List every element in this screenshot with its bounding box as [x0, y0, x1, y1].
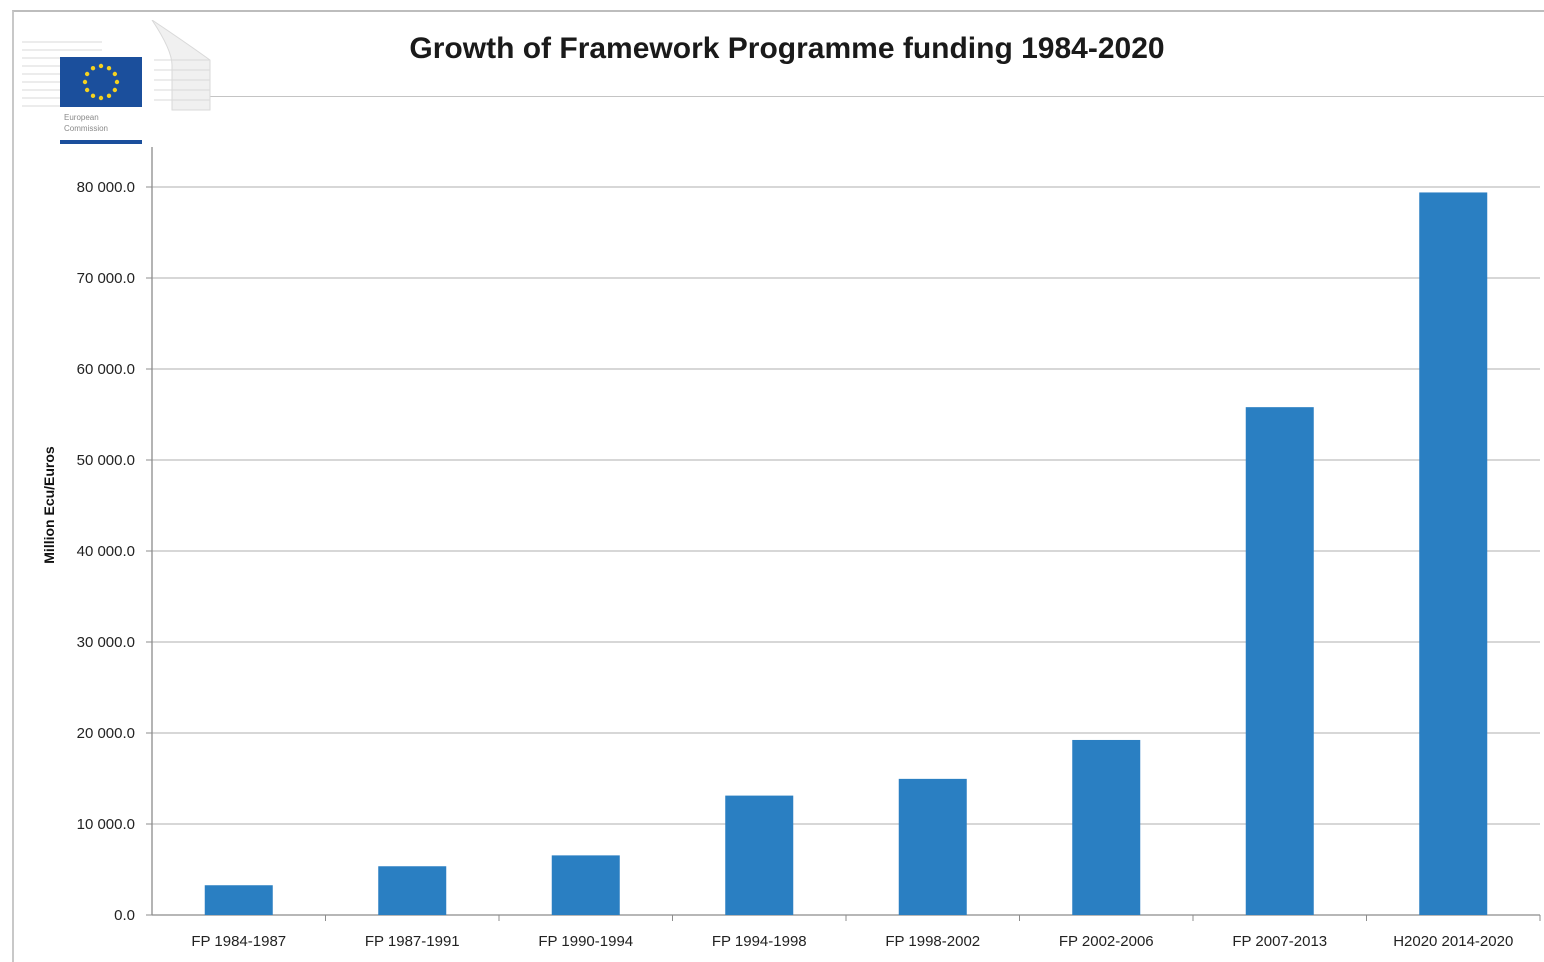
y-tick-label: 30 000.0	[77, 634, 135, 651]
star-icon	[106, 93, 112, 99]
gridlines	[152, 186, 1540, 825]
star-icon	[98, 63, 104, 69]
bar	[725, 795, 794, 915]
x-tick-label: FP 2007-2013	[1232, 933, 1327, 950]
slide-frame	[12, 10, 1544, 962]
y-tick-label: 80 000.0	[77, 179, 135, 196]
european-commission-logo: European Commission	[22, 20, 211, 144]
y-tick-label: 70 000.0	[77, 270, 135, 287]
star-icon	[84, 87, 90, 93]
y-tick-label: 20 000.0	[77, 725, 135, 742]
star-icon	[90, 93, 96, 99]
star-icon	[90, 65, 96, 71]
axes	[146, 147, 1541, 921]
star-icon	[82, 79, 88, 85]
y-tick-label: 40 000.0	[77, 543, 135, 560]
y-tick-label: 50 000.0	[77, 452, 135, 469]
header-divider	[210, 96, 1544, 97]
star-icon	[106, 65, 112, 71]
bar	[1419, 192, 1488, 915]
x-tick-label: FP 1998-2002	[885, 933, 980, 950]
eu-stars-icon	[82, 63, 120, 101]
star-icon	[84, 71, 90, 77]
bar	[551, 855, 620, 915]
x-tick-label: FP 1984-1987	[191, 933, 286, 950]
bar	[898, 778, 967, 915]
bar	[1072, 739, 1141, 915]
star-icon	[114, 79, 120, 85]
x-tick-labels: FP 1984-1987 FP 1987-1991 FP 1990-1994 FP 1…	[191, 933, 1513, 950]
y-tick-labels: 0.0 10 000.0 20 000.0 30 000.0 40 000.0 50 00…	[77, 179, 135, 924]
x-tick-label: H2020 2014-2020	[1393, 933, 1513, 950]
x-tick-label: FP 1990-1994	[538, 933, 633, 950]
logo-underline	[60, 140, 142, 144]
star-icon	[112, 71, 118, 77]
star-icon	[112, 87, 118, 93]
x-tick-label: FP 1994-1998	[712, 933, 807, 950]
bar	[1245, 407, 1314, 915]
y-axis-label: Million Ecu/Euros	[41, 446, 57, 564]
chart-title: Growth of Framework Programme funding 19…	[409, 32, 1165, 65]
bar	[378, 866, 447, 915]
bars	[204, 192, 1488, 915]
y-tick-label: 10 000.0	[77, 816, 135, 833]
x-tick-label: FP 1987-1991	[365, 933, 460, 950]
y-tick-label: 0.0	[114, 907, 135, 924]
x-tick-label: FP 2002-2006	[1059, 933, 1154, 950]
bar	[204, 885, 273, 915]
star-icon	[98, 95, 104, 101]
y-tick-label: 60 000.0	[77, 361, 135, 378]
logo-text-line2: Commission	[64, 124, 108, 133]
logo-text-line1: European	[64, 113, 99, 122]
